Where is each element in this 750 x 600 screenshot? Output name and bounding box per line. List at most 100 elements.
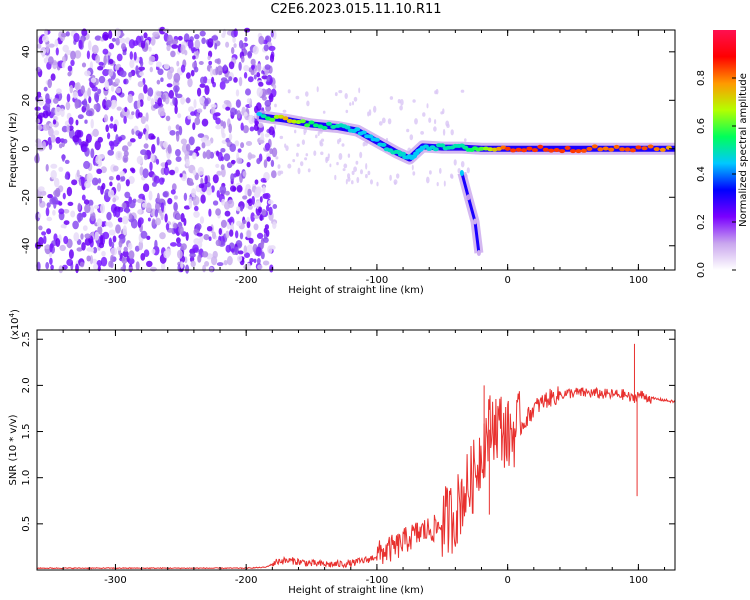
noise-cell <box>128 39 136 49</box>
noise-cell <box>216 190 220 198</box>
noise-cell <box>192 55 196 60</box>
noise-cell <box>237 250 244 255</box>
noise-cell <box>250 212 255 223</box>
noise-cell <box>129 59 135 69</box>
noise-cell <box>238 76 243 87</box>
scatter-cell <box>440 111 444 115</box>
noise-cell <box>74 50 82 59</box>
noise-cell <box>242 125 249 134</box>
noise-cell <box>122 154 129 163</box>
scatter-cell <box>347 153 351 158</box>
noise-cell <box>215 163 220 168</box>
noise-cell <box>110 141 115 151</box>
noise-cell <box>92 128 99 137</box>
scatter-cell <box>329 163 332 168</box>
noise-cell <box>258 35 265 45</box>
signal-point <box>570 149 576 154</box>
noise-cell <box>128 250 135 260</box>
noise-cell <box>149 66 153 73</box>
noise-cell <box>112 235 117 243</box>
snr-multiplier-close: ) <box>10 309 21 313</box>
scatter-cell <box>296 152 299 157</box>
scatter-cell <box>466 167 470 174</box>
scatter-cell <box>426 176 430 184</box>
spectrogram-frame <box>36 29 676 271</box>
noise-cell <box>170 189 176 195</box>
noise-cell <box>98 61 104 66</box>
noise-cell <box>242 219 247 224</box>
noise-cell <box>208 236 212 241</box>
noise-cell <box>255 102 262 111</box>
noise-cell <box>197 133 205 139</box>
noise-cell <box>54 39 59 47</box>
scatter-cell <box>368 109 372 116</box>
noise-cell <box>268 126 275 136</box>
noise-cell <box>191 188 197 198</box>
noise-cell <box>166 44 171 52</box>
noise-cell <box>102 99 107 109</box>
noise-cell <box>264 99 272 107</box>
noise-cell <box>194 117 201 126</box>
noise-cell <box>56 88 62 94</box>
noise-cell <box>109 123 114 129</box>
x-tick-label: 100 <box>629 275 648 286</box>
noise-cell <box>80 85 86 95</box>
secondary-point <box>476 250 481 256</box>
colorbar: 0.0 0.2 0.4 0.6 0.8 Normalized spectral ampl… <box>696 30 749 278</box>
noise-cell <box>69 84 74 94</box>
noise-cell <box>86 172 93 183</box>
x-tick-label: -100 <box>366 575 389 586</box>
noise-cell <box>90 77 97 83</box>
signal-point <box>564 145 571 150</box>
signal-point <box>321 125 328 130</box>
noise-cell <box>241 55 245 63</box>
scatter-cell <box>317 131 320 137</box>
signal-point <box>260 114 267 119</box>
noise-cell <box>90 247 94 253</box>
noise-cell <box>148 190 153 201</box>
noise-cell <box>150 152 155 162</box>
signal-point <box>510 148 517 153</box>
noise-cell <box>121 215 129 225</box>
snr-panel: -300 -200 -100 0 100 0.5 1.0 1.5 2.0 2.5 Height o… <box>8 309 676 596</box>
noise-cell <box>196 108 203 113</box>
noise-cell <box>180 261 184 269</box>
noise-cell <box>46 202 51 208</box>
noise-cell <box>224 210 231 217</box>
noise-cell <box>186 143 191 152</box>
noise-cell <box>150 36 156 46</box>
noise-cell <box>223 79 230 84</box>
scatter-cell <box>351 170 355 175</box>
signal-point <box>487 147 494 152</box>
signal-point <box>597 147 604 152</box>
signal-point <box>439 143 446 148</box>
noise-cell <box>203 234 210 241</box>
noise-cell <box>100 256 108 267</box>
noise-cell <box>220 164 225 171</box>
noise-cell <box>136 99 141 109</box>
noise-cell <box>44 28 48 38</box>
noise-cell <box>174 105 178 115</box>
scatter-cell <box>320 151 324 156</box>
noise-cell <box>135 65 139 75</box>
noise-cell <box>77 202 82 211</box>
signal-point <box>591 144 598 149</box>
noise-cell <box>92 246 98 254</box>
noise-cell <box>143 154 148 161</box>
noise-cell <box>90 118 94 129</box>
noise-cell <box>60 32 67 38</box>
noise-cell <box>264 142 271 151</box>
noise-cell <box>240 142 245 149</box>
scatter-cell <box>277 164 281 169</box>
noise-cell <box>109 181 113 187</box>
signal-point <box>269 117 276 122</box>
noise-cell <box>194 39 201 50</box>
signal-point <box>326 121 332 126</box>
scatter-cell <box>434 119 437 125</box>
noise-cell <box>254 187 261 197</box>
noise-cell <box>269 264 274 273</box>
noise-cell <box>50 163 58 169</box>
noise-cell <box>135 261 140 271</box>
noise-cell <box>63 220 70 226</box>
noise-cell <box>155 61 162 68</box>
